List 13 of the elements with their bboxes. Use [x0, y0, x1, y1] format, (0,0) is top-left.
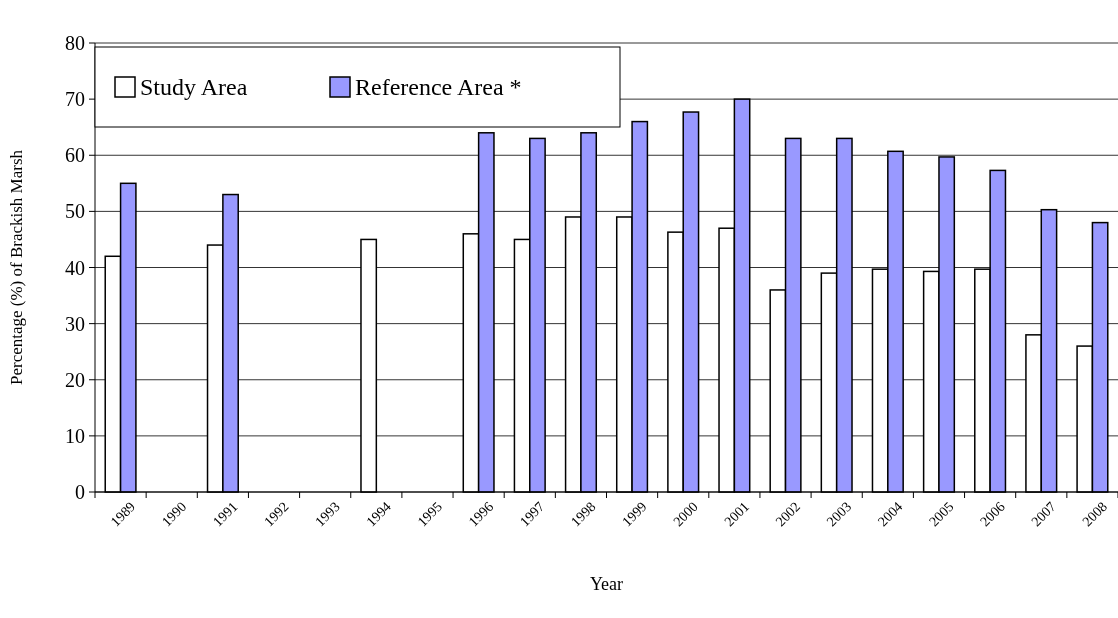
x-axis-title: Year: [589, 574, 624, 594]
y-tick-label: 30: [65, 312, 85, 335]
legend-label: Reference Area *: [355, 74, 522, 101]
y-axis-title: Percentage (%) of Brackish Marsh: [7, 149, 26, 386]
y-tick-label: 60: [65, 144, 85, 167]
legend-label: Study Area: [140, 74, 248, 101]
y-tick-label: 50: [65, 200, 85, 223]
y-tick-label: 70: [65, 88, 85, 111]
y-tick-label: 0: [75, 481, 85, 503]
y-tick-label: 80: [65, 32, 85, 54]
y-tick-label: 20: [65, 368, 85, 391]
y-tick-label: 10: [65, 424, 85, 447]
y-tick-label: 40: [65, 256, 85, 279]
